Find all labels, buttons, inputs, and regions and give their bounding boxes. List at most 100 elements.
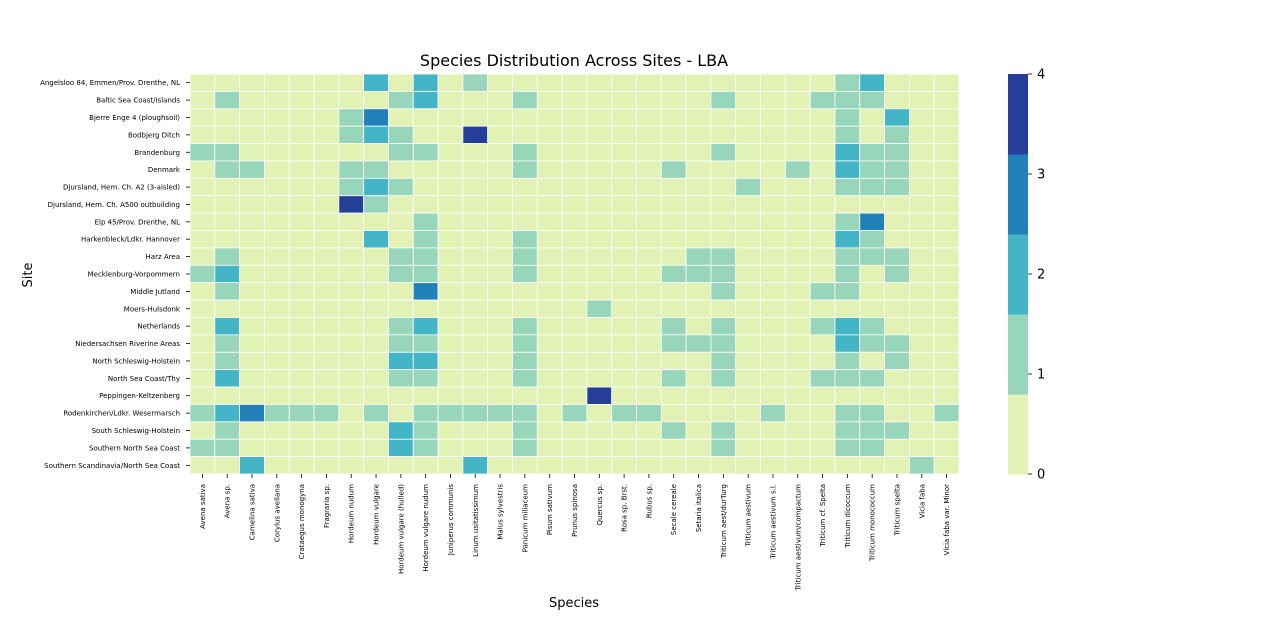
- heatmap-cell: [784, 212, 811, 231]
- heatmap-cell: [313, 264, 340, 284]
- heatmap-cell: [710, 230, 737, 249]
- heatmap-cell: [884, 125, 910, 144]
- heatmap-cell: [264, 386, 290, 405]
- heatmap-cell: [561, 264, 588, 284]
- heatmap-cell: [710, 212, 737, 231]
- heatmap-cell: [412, 125, 439, 144]
- heatmap-cell: [660, 125, 687, 144]
- heatmap-cell: [710, 438, 737, 458]
- heatmap-cell: [809, 143, 836, 162]
- heatmap-cell: [760, 160, 786, 179]
- heatmap-cell: [239, 247, 265, 266]
- heatmap-cell: [214, 264, 241, 284]
- heatmap-cell: [784, 351, 811, 371]
- heatmap-cell: [388, 317, 414, 336]
- heatmap-cell: [784, 247, 811, 266]
- heatmap-cell: [660, 317, 687, 336]
- heatmap-cell: [363, 299, 389, 318]
- heatmap-cell: [189, 177, 216, 197]
- heatmap-cell: [636, 230, 662, 249]
- heatmap-cell: [859, 143, 885, 162]
- heatmap-cell: [735, 247, 761, 266]
- heatmap-cell: [586, 334, 613, 353]
- heatmap-cell: [338, 351, 365, 371]
- heatmap-cell: [561, 195, 588, 214]
- heatmap-cell: [536, 177, 563, 197]
- heatmap-cell: [412, 90, 439, 110]
- heatmap-cell: [338, 143, 365, 162]
- heatmap-cell: [512, 195, 538, 214]
- heatmap-cell: [437, 299, 464, 318]
- heatmap-cell: [660, 282, 687, 301]
- heatmap-cell: [338, 334, 365, 353]
- heatmap-cell: [536, 143, 563, 162]
- heatmap-cell: [586, 230, 613, 249]
- heatmap-cell: [735, 404, 761, 423]
- heatmap-cell: [884, 282, 910, 301]
- heatmap-cell: [189, 438, 216, 458]
- heatmap-cell: [586, 264, 613, 284]
- x-tick-label: Hordeum vulgare: [373, 484, 381, 545]
- heatmap-cell: [437, 456, 464, 475]
- heatmap-cell: [859, 369, 885, 388]
- heatmap-cell: [412, 177, 439, 197]
- heatmap-cell: [884, 404, 910, 423]
- heatmap-cell: [685, 351, 712, 371]
- heatmap-cell: [264, 369, 290, 388]
- heatmap-cell: [735, 143, 761, 162]
- heatmap-cell: [809, 90, 836, 110]
- heatmap-cell: [338, 73, 365, 92]
- heatmap-cell: [536, 282, 563, 301]
- x-tick-label: Fragraria sp.: [323, 484, 331, 528]
- heatmap-cell: [834, 282, 861, 301]
- heatmap-cell: [933, 264, 960, 284]
- heatmap-cell: [735, 195, 761, 214]
- heatmap-cell: [437, 264, 464, 284]
- heatmap-cell: [809, 456, 836, 475]
- x-tick-label: Avena sp.: [224, 484, 232, 518]
- heatmap-cell: [884, 386, 910, 405]
- heatmap-cell: [685, 108, 712, 127]
- heatmap-cell: [264, 73, 290, 92]
- heatmap-cell: [239, 369, 265, 388]
- heatmap-cell: [784, 369, 811, 388]
- heatmap-cell: [512, 143, 538, 162]
- heatmap-cell: [884, 73, 910, 92]
- heatmap-cell: [313, 317, 340, 336]
- heatmap-cell: [908, 177, 935, 197]
- heatmap-cell: [363, 160, 389, 179]
- heatmap-cell: [512, 438, 538, 458]
- heatmap-cell: [388, 73, 414, 92]
- heatmap-cell: [908, 421, 935, 440]
- heatmap-cell: [859, 177, 885, 197]
- heatmap-cell: [363, 334, 389, 353]
- heatmap-cell: [611, 90, 637, 110]
- heatmap-cell: [884, 247, 910, 266]
- heatmap-cell: [908, 456, 935, 475]
- heatmap-cell: [536, 334, 563, 353]
- heatmap-cell: [784, 195, 811, 214]
- heatmap-cell: [536, 317, 563, 336]
- heatmap-cell: [908, 90, 935, 110]
- heatmap-cell: [884, 177, 910, 197]
- heatmap-cell: [338, 212, 365, 231]
- heatmap-cell: [239, 456, 265, 475]
- heatmap-cell: [933, 438, 960, 458]
- heatmap-cell: [908, 264, 935, 284]
- heatmap-cell: [239, 108, 265, 127]
- heatmap-cell: [809, 299, 836, 318]
- heatmap-cell: [412, 456, 439, 475]
- heatmap-cell: [462, 421, 489, 440]
- heatmap-cell: [388, 230, 414, 249]
- heatmap-cell: [760, 421, 786, 440]
- heatmap-cell: [363, 230, 389, 249]
- heatmap-cell: [512, 456, 538, 475]
- heatmap-cell: [462, 90, 489, 110]
- heatmap-cell: [760, 247, 786, 266]
- y-tick-label: Mecklenburg-Vorpommern: [88, 271, 180, 279]
- heatmap-cell: [512, 317, 538, 336]
- heatmap-cell: [834, 212, 861, 231]
- heatmap-cell: [487, 369, 513, 388]
- heatmap-cell: [884, 195, 910, 214]
- x-tick-label: Triticum aest/durTurg: [720, 484, 728, 559]
